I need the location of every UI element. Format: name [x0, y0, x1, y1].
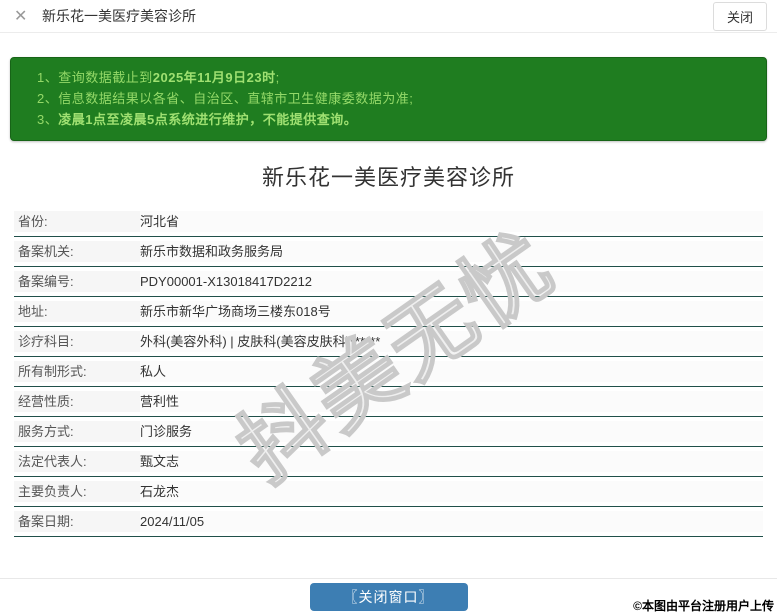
row-label: 所有制形式:	[14, 361, 140, 382]
table-row: 经营性质: 营利性	[14, 387, 763, 417]
notice-box: 1、查询数据截止到2025年11月9日23时; 2、信息数据结果以各省、自治区、…	[10, 57, 767, 141]
notice-line-3: 3、凌晨1点至凌晨5点系统进行维护，不能提供查询。	[37, 109, 754, 130]
row-label: 法定代表人:	[14, 451, 140, 472]
notice-line-1-tail: ;	[275, 70, 280, 85]
close-window-button[interactable]: 〖关闭窗口〗	[309, 583, 468, 611]
table-row: 地址: 新乐市新华广场商场三楼东018号	[14, 297, 763, 327]
row-label: 服务方式:	[14, 421, 140, 442]
footer-bar: 〖关闭窗口〗	[0, 578, 777, 615]
row-value: 新乐市新华广场商场三楼东018号	[140, 301, 763, 322]
row-value: 2024/11/05	[140, 511, 763, 532]
notice-line-3-num: 3、	[37, 112, 59, 127]
row-value: 新乐市数据和政务服务局	[140, 241, 763, 262]
row-label: 省份:	[14, 211, 140, 232]
row-label: 诊疗科目:	[14, 331, 140, 352]
table-row: 主要负责人: 石龙杰	[14, 477, 763, 507]
table-row: 备案编号: PDY00001-X13018417D2212	[14, 267, 763, 297]
notice-line-2: 2、信息数据结果以各省、自治区、直辖市卫生健康委数据为准;	[37, 88, 754, 109]
notice-line-3-bold: 凌晨1点至凌晨5点系统进行维护，不能提供查询。	[58, 112, 358, 127]
row-label: 地址:	[14, 301, 140, 322]
row-value: 营利性	[140, 391, 763, 412]
row-value: 外科(美容外科) | 皮肤科(美容皮肤科)******	[140, 331, 763, 352]
table-row: 省份: 河北省	[14, 207, 763, 237]
table-row: 服务方式: 门诊服务	[14, 417, 763, 447]
table-row: 所有制形式: 私人	[14, 357, 763, 387]
notice-line-2-num: 2、	[37, 91, 59, 106]
table-row: 诊疗科目: 外科(美容外科) | 皮肤科(美容皮肤科)******	[14, 327, 763, 357]
row-label: 备案日期:	[14, 511, 140, 532]
notice-line-1-bold: 2025年11月9日23时	[152, 70, 276, 85]
table-row: 法定代表人: 甄文志	[14, 447, 763, 477]
row-value: 石龙杰	[140, 481, 763, 502]
row-value: PDY00001-X13018417D2212	[140, 271, 763, 292]
table-row: 备案机关: 新乐市数据和政务服务局	[14, 237, 763, 267]
close-icon[interactable]: ✕	[14, 8, 28, 25]
row-value: 门诊服务	[140, 421, 763, 442]
row-value: 甄文志	[140, 451, 763, 472]
row-label: 备案机关:	[14, 241, 140, 262]
window-titlebar: ✕ 新乐花一美医疗美容诊所 关闭	[0, 0, 777, 33]
notice-line-2-text: 信息数据结果以各省、自治区、直辖市卫生健康委数据为准;	[58, 91, 414, 106]
row-label: 备案编号:	[14, 271, 140, 292]
row-label: 经营性质:	[14, 391, 140, 412]
close-button[interactable]: 关闭	[712, 1, 767, 31]
page-title: 新乐花一美医疗美容诊所	[261, 165, 515, 190]
notice-line-1: 1、查询数据截止到2025年11月9日23时;	[37, 67, 754, 88]
notice-line-1-num: 1、	[37, 70, 59, 85]
row-label: 主要负责人:	[14, 481, 140, 502]
row-value: 河北省	[140, 211, 763, 232]
window-title: 新乐花一美医疗美容诊所	[42, 8, 196, 24]
details-table: 省份: 河北省 备案机关: 新乐市数据和政务服务局 备案编号: PDY00001…	[14, 207, 763, 537]
notice-line-1-text: 查询数据截止到	[58, 70, 153, 85]
row-value: 私人	[140, 361, 763, 382]
table-row: 备案日期: 2024/11/05	[14, 507, 763, 537]
